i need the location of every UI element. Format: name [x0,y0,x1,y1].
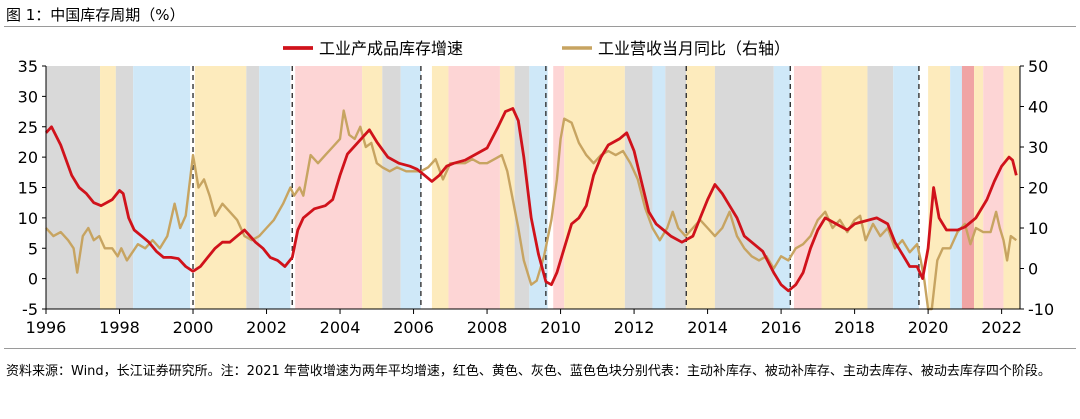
x-tick-label-2: 2000 [173,318,214,337]
left-tick-label-7: 30 [18,87,38,106]
left-tick-label-8: 35 [18,57,38,76]
x-tick-label-9: 2014 [687,318,728,337]
axes: -5 0 5 10 15 20 25 30 35 -10 0 10 20 30 40 50 1996 1998 20… [18,57,1055,337]
x-tick-label-3: 2002 [246,318,287,337]
right-tick-label-2: 10 [1028,219,1048,238]
left-tick-label-5: 20 [18,148,38,167]
phase-band-passive-restock-11 [431,66,449,309]
phase-band-active-destock-2 [115,66,134,309]
left-tick-label-3: 10 [18,209,38,228]
phase-band-active-restock-12 [448,66,500,309]
phase-band-active-destock-0 [46,66,101,309]
phase-band-passive-restock-25 [821,66,868,309]
phase-band-passive-restock-31 [974,66,984,309]
phase-band-passive-restock-1 [100,66,116,309]
phase-band-active-restock-24 [793,66,822,309]
right-tick-label-1: 0 [1028,260,1038,279]
phase-band-active-restock-32 [983,66,1004,309]
phase-band-passive-destock-15 [529,66,548,309]
revenue-yoy-line [45,109,1018,311]
phase-band-passive-destock-3 [133,66,191,309]
phase-band-passive-destock-23 [773,66,791,309]
x-tick-label-1: 1998 [99,318,140,337]
left-tick-label-1: 0 [28,270,38,289]
phase-band-active-destock-9 [382,66,401,309]
right-tick-label-6: 50 [1028,57,1048,76]
legend-label-0: 工业产成品库存增速 [319,39,463,58]
x-tick-label-11: 2018 [834,318,875,337]
phase-bands [46,66,1020,309]
phase-band-active-destock-22 [714,66,774,309]
phase-band-active-restock-16 [553,66,565,309]
figure-title: 图 1：中国库存周期（%） [6,6,185,24]
phase-band-passive-restock-33 [1003,66,1020,309]
phase-band-passive-restock-17 [564,66,625,309]
phase-band-passive-restock-13 [499,66,515,309]
left-tick-label-2: 5 [28,239,38,258]
phase-band-passive-restock-4 [194,66,247,309]
x-tick-label-10: 2016 [761,318,802,337]
phase-band-passive-destock-27 [893,66,919,309]
right-tick-label-0: -10 [1028,300,1054,319]
phase-band-active-restock-7 [295,66,363,309]
right-tick-label-3: 20 [1028,179,1048,198]
left-tick-label-0: -5 [22,300,38,319]
title-divider [4,26,1076,27]
phase-band-passive-restock-21 [686,66,715,309]
right-tick-label-4: 30 [1028,138,1048,157]
phase-band-passive-destock-29 [950,66,962,309]
legend: 工业产成品库存增速 工业营收当月同比（右轴） [283,39,790,58]
x-tick-label-7: 2010 [540,318,581,337]
inventory-growth-line [44,107,1018,293]
series-lines [44,107,1018,311]
x-tick-label-5: 2006 [393,318,434,337]
phase-band-passive-destock-10 [400,66,421,309]
phase-band-passive-restock-28 [928,66,951,309]
x-tick-label-6: 2008 [467,318,508,337]
phase-band-passive-destock-6 [259,66,291,309]
phase-band-passive-restock-8 [362,66,383,309]
legend-label-1: 工业营收当月同比（右轴） [598,39,790,58]
x-tick-label-13: 2022 [981,318,1022,337]
x-tick-label-8: 2012 [614,318,655,337]
x-tick-label-4: 2004 [320,318,361,337]
phase-band-passive-destock-19 [652,66,666,309]
source-note: 资料来源：Wind，长江证券研究所。注：2021 年营收增速为两年平均增速，红色… [6,364,1051,379]
left-tick-label-4: 15 [18,179,38,198]
phase-band-active-restock-dark-30 [961,66,975,309]
phase-band-active-destock-5 [246,66,260,309]
x-tick-label-0: 1996 [26,318,67,337]
phase-band-active-destock-26 [867,66,894,309]
phase-band-active-destock-20 [665,66,687,309]
right-tick-label-5: 40 [1028,98,1048,117]
footer-divider [4,348,1076,349]
inventory-cycle-chart: -5 0 5 10 15 20 25 30 35 -10 0 10 20 30 40 50 1996 1998 20… [18,39,1055,337]
x-tick-label-12: 2020 [908,318,949,337]
left-tick-label-6: 25 [18,118,38,137]
